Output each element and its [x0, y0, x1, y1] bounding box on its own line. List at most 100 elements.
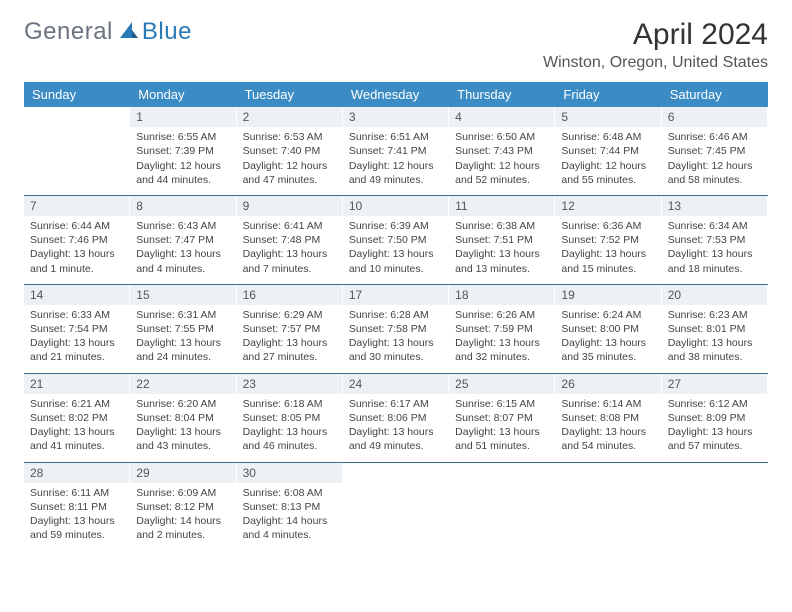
sunset-line: Sunset: 7:58 PM — [349, 322, 442, 336]
day-cell: 4 Sunrise: 6:50 AMSunset: 7:43 PMDaylight… — [449, 107, 555, 195]
daylight-line: Daylight: 13 hours and 30 minutes. — [349, 336, 442, 364]
day-cell: . — [343, 463, 449, 551]
sunrise-line: Sunrise: 6:09 AM — [136, 486, 229, 500]
sunset-line: Sunset: 8:08 PM — [561, 411, 654, 425]
day-cell: 14Sunrise: 6:33 AMSunset: 7:54 PMDayligh… — [24, 285, 130, 373]
page-title: April 2024 — [543, 18, 768, 52]
calendar: SundayMondayTuesdayWednesdayThursdayFrid… — [24, 82, 768, 550]
day-header-cell: Tuesday — [237, 82, 343, 107]
day-number: 30 — [237, 463, 342, 483]
logo: General Blue — [24, 18, 192, 46]
day-info: Sunrise: 6:21 AMSunset: 8:02 PMDaylight:… — [30, 397, 123, 454]
sunrise-line: Sunrise: 6:44 AM — [30, 219, 123, 233]
sunset-line: Sunset: 7:59 PM — [455, 322, 548, 336]
sunrise-line: Sunrise: 6:18 AM — [243, 397, 336, 411]
sunset-line: Sunset: 8:07 PM — [455, 411, 548, 425]
day-number: 12 — [555, 196, 660, 216]
sunrise-line: Sunrise: 6:14 AM — [561, 397, 654, 411]
day-header-cell: Saturday — [662, 82, 768, 107]
day-number: 1 — [130, 107, 235, 127]
daylight-line: Daylight: 13 hours and 1 minute. — [30, 247, 123, 275]
daylight-line: Daylight: 12 hours and 52 minutes. — [455, 159, 548, 187]
day-cell: 12 Sunrise: 6:36 AMSunset: 7:52 PMDayligh… — [555, 196, 661, 284]
sunset-line: Sunset: 7:57 PM — [243, 322, 336, 336]
logo-text-general: General — [24, 18, 113, 46]
sunset-line: Sunset: 7:52 PM — [561, 233, 654, 247]
day-cell: 18Sunrise: 6:26 AMSunset: 7:59 PMDayligh… — [449, 285, 555, 373]
sunrise-line: Sunrise: 6:26 AM — [455, 308, 548, 322]
day-cell: 25 Sunrise: 6:15 AMSunset: 8:07 PMDayligh… — [449, 374, 555, 462]
day-cell: 22Sunrise: 6:20 AMSunset: 8:04 PMDayligh… — [130, 374, 236, 462]
day-number: 13 — [662, 196, 767, 216]
weeks-container: .1Sunrise: 6:55 AMSunset: 7:39 PMDayligh… — [24, 107, 768, 550]
daylight-line: Daylight: 13 hours and 10 minutes. — [349, 247, 442, 275]
sunrise-line: Sunrise: 6:17 AM — [349, 397, 442, 411]
day-info: Sunrise: 6:39 AMSunset: 7:50 PMDaylight:… — [349, 219, 442, 276]
sunrise-line: Sunrise: 6:20 AM — [136, 397, 229, 411]
day-cell: 17Sunrise: 6:28 AMSunset: 7:58 PMDayligh… — [343, 285, 449, 373]
day-info: Sunrise: 6:15 AMSunset: 8:07 PMDaylight:… — [455, 397, 548, 454]
title-block: April 2024 Winston, Oregon, United State… — [543, 18, 768, 72]
day-header-cell: Sunday — [24, 82, 130, 107]
day-info: Sunrise: 6:48 AMSunset: 7:44 PMDaylight:… — [561, 130, 654, 187]
day-cell: 15Sunrise: 6:31 AMSunset: 7:55 PMDayligh… — [130, 285, 236, 373]
daylight-line: Daylight: 12 hours and 49 minutes. — [349, 159, 442, 187]
week-row: 21Sunrise: 6:21 AMSunset: 8:02 PMDayligh… — [24, 374, 768, 463]
logo-text-blue: Blue — [142, 18, 192, 46]
day-cell: 10Sunrise: 6:39 AMSunset: 7:50 PMDayligh… — [343, 196, 449, 284]
daylight-line: Daylight: 13 hours and 38 minutes. — [668, 336, 761, 364]
day-info: Sunrise: 6:31 AMSunset: 7:55 PMDaylight:… — [136, 308, 229, 365]
day-info: Sunrise: 6:14 AMSunset: 8:08 PMDaylight:… — [561, 397, 654, 454]
logo-sail-icon — [118, 20, 140, 45]
sunset-line: Sunset: 7:54 PM — [30, 322, 123, 336]
day-number: 25 — [449, 374, 554, 394]
day-cell: 21Sunrise: 6:21 AMSunset: 8:02 PMDayligh… — [24, 374, 130, 462]
week-row: 7Sunrise: 6:44 AMSunset: 7:46 PMDaylight… — [24, 196, 768, 285]
day-header-cell: Wednesday — [343, 82, 449, 107]
daylight-line: Daylight: 13 hours and 35 minutes. — [561, 336, 654, 364]
sunset-line: Sunset: 7:48 PM — [243, 233, 336, 247]
day-info: Sunrise: 6:41 AMSunset: 7:48 PMDaylight:… — [243, 219, 336, 276]
day-info: Sunrise: 6:36 AMSunset: 7:52 PMDaylight:… — [561, 219, 654, 276]
sunset-line: Sunset: 7:43 PM — [455, 144, 548, 158]
day-number: 28 — [24, 463, 129, 483]
day-number: 2 — [237, 107, 342, 127]
day-info: Sunrise: 6:38 AMSunset: 7:51 PMDaylight:… — [455, 219, 548, 276]
sunrise-line: Sunrise: 6:51 AM — [349, 130, 442, 144]
day-header-cell: Thursday — [449, 82, 555, 107]
sunset-line: Sunset: 8:05 PM — [243, 411, 336, 425]
sunrise-line: Sunrise: 6:21 AM — [30, 397, 123, 411]
sunrise-line: Sunrise: 6:36 AM — [561, 219, 654, 233]
sunrise-line: Sunrise: 6:31 AM — [136, 308, 229, 322]
day-cell: 1Sunrise: 6:55 AMSunset: 7:39 PMDaylight… — [130, 107, 236, 195]
daylight-line: Daylight: 13 hours and 57 minutes. — [668, 425, 761, 453]
day-cell: 27Sunrise: 6:12 AMSunset: 8:09 PMDayligh… — [662, 374, 768, 462]
sunset-line: Sunset: 8:00 PM — [561, 322, 654, 336]
sunrise-line: Sunrise: 6:34 AM — [668, 219, 761, 233]
day-cell: 11Sunrise: 6:38 AMSunset: 7:51 PMDayligh… — [449, 196, 555, 284]
sunset-line: Sunset: 7:45 PM — [668, 144, 761, 158]
header: General Blue April 2024 Winston, Oregon,… — [24, 18, 768, 72]
day-info: Sunrise: 6:43 AMSunset: 7:47 PMDaylight:… — [136, 219, 229, 276]
sunrise-line: Sunrise: 6:28 AM — [349, 308, 442, 322]
day-info: Sunrise: 6:26 AMSunset: 7:59 PMDaylight:… — [455, 308, 548, 365]
sunrise-line: Sunrise: 6:50 AM — [455, 130, 548, 144]
sunrise-line: Sunrise: 6:48 AM — [561, 130, 654, 144]
sunrise-line: Sunrise: 6:55 AM — [136, 130, 229, 144]
daylight-line: Daylight: 13 hours and 21 minutes. — [30, 336, 123, 364]
daylight-line: Daylight: 13 hours and 59 minutes. — [30, 514, 123, 542]
day-info: Sunrise: 6:18 AMSunset: 8:05 PMDaylight:… — [243, 397, 336, 454]
day-number: 9 — [237, 196, 342, 216]
daylight-line: Daylight: 13 hours and 27 minutes. — [243, 336, 336, 364]
day-header-cell: Friday — [555, 82, 661, 107]
day-info: Sunrise: 6:17 AMSunset: 8:06 PMDaylight:… — [349, 397, 442, 454]
day-number: 4 — [449, 107, 554, 127]
day-cell: . — [449, 463, 555, 551]
day-cell: 16Sunrise: 6:29 AMSunset: 7:57 PMDayligh… — [237, 285, 343, 373]
day-cell: 23Sunrise: 6:18 AMSunset: 8:05 PMDayligh… — [237, 374, 343, 462]
day-cell: 20Sunrise: 6:23 AMSunset: 8:01 PMDayligh… — [662, 285, 768, 373]
day-cell: 30Sunrise: 6:08 AMSunset: 8:13 PMDayligh… — [237, 463, 343, 551]
day-cell: 3Sunrise: 6:51 AMSunset: 7:41 PMDaylight… — [343, 107, 449, 195]
day-number: 7 — [24, 196, 129, 216]
sunset-line: Sunset: 7:44 PM — [561, 144, 654, 158]
